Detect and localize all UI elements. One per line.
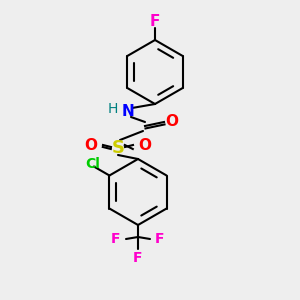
Text: F: F (155, 232, 165, 246)
Text: O: O (85, 139, 98, 154)
Text: O: O (166, 115, 178, 130)
Text: N: N (122, 104, 134, 119)
Text: O: O (139, 139, 152, 154)
Text: F: F (111, 232, 121, 246)
Text: Cl: Cl (85, 158, 100, 172)
Text: H: H (108, 102, 118, 116)
Text: F: F (150, 14, 160, 29)
Text: S: S (112, 139, 124, 157)
Text: F: F (133, 251, 143, 265)
